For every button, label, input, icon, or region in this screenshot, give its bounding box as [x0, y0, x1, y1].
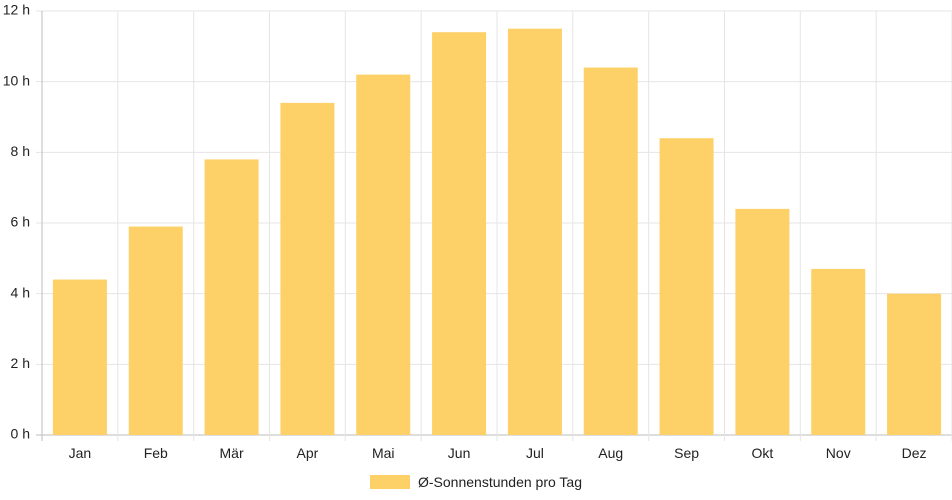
x-tick-label: Dez — [902, 445, 927, 461]
legend-label: Ø-Sonnenstunden pro Tag — [418, 474, 582, 490]
y-tick-label: 6 h — [11, 214, 30, 230]
bar-jun[interactable] — [432, 32, 487, 435]
grid-lines — [36, 10, 952, 441]
y-tick-label: 4 h — [11, 284, 30, 300]
x-tick-label: Jun — [448, 445, 471, 461]
legend-swatch — [370, 475, 410, 489]
x-tick-label: Nov — [826, 445, 851, 461]
y-tick-label: 10 h — [3, 72, 30, 88]
x-tick-label: Feb — [144, 445, 168, 461]
y-tick-label: 12 h — [3, 2, 30, 18]
x-axis-ticks: Jan Feb Mär Apr Mai Jun Jul Aug Sep Okt Nov Dez — [69, 445, 927, 461]
bar-feb[interactable] — [128, 226, 183, 435]
x-tick-label: Aug — [598, 445, 623, 461]
bar-apr[interactable] — [280, 102, 335, 435]
bar-sep[interactable] — [659, 138, 714, 435]
bar-jul[interactable] — [507, 28, 562, 436]
x-tick-label: Mai — [372, 445, 395, 461]
y-tick-label: 8 h — [11, 143, 30, 159]
y-tick-label: 0 h — [11, 426, 30, 442]
bar-dez[interactable] — [887, 293, 942, 435]
bar-jan[interactable] — [52, 279, 107, 435]
x-tick-label: Mär — [220, 445, 244, 461]
bar-nov[interactable] — [811, 268, 866, 435]
x-tick-label: Jul — [526, 445, 544, 461]
bar-mai[interactable] — [356, 74, 411, 435]
bar-mär[interactable] — [204, 159, 259, 435]
y-axis-ticks: 0 h 2 h 4 h 6 h 8 h 10 h 12 h — [3, 2, 30, 442]
bar-aug[interactable] — [583, 67, 638, 436]
bar-okt[interactable] — [735, 208, 790, 435]
bars-group — [52, 28, 942, 436]
x-tick-label: Jan — [69, 445, 92, 461]
legend[interactable]: Ø-Sonnenstunden pro Tag — [370, 473, 582, 491]
x-tick-label: Okt — [752, 445, 774, 461]
x-tick-label: Sep — [674, 445, 699, 461]
y-tick-label: 2 h — [11, 355, 30, 371]
x-tick-label: Apr — [297, 445, 319, 461]
